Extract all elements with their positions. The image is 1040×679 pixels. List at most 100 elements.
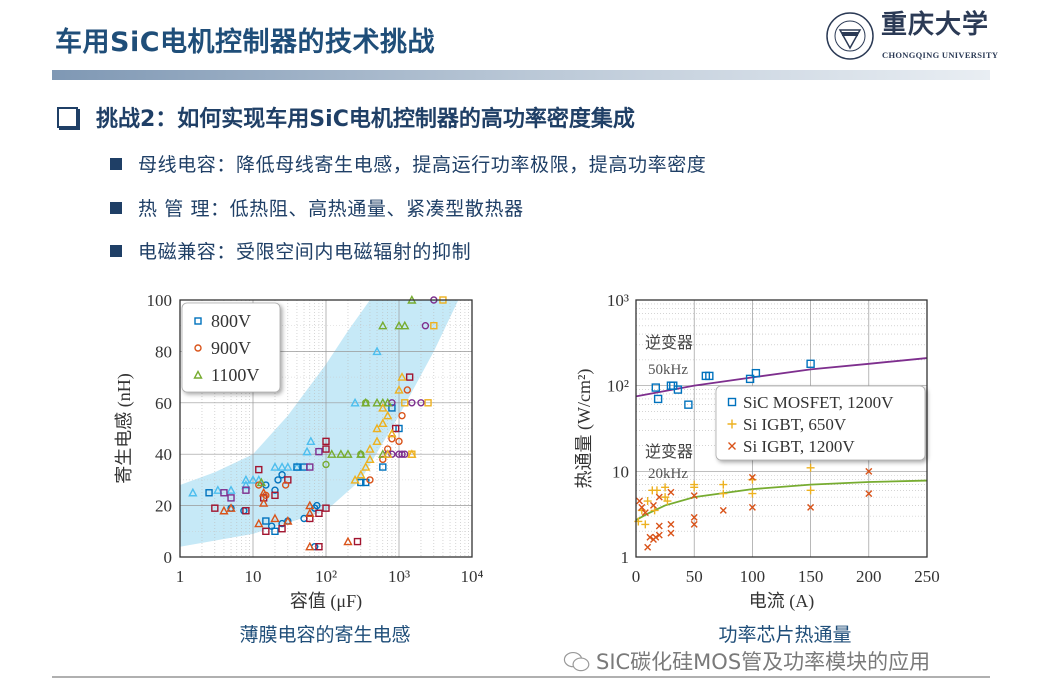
- data-point-triangle: [254, 518, 264, 528]
- data-point-square: [705, 371, 714, 381]
- data-point-circle: [274, 476, 282, 484]
- x-axis-label: 容值 (μF): [290, 591, 362, 612]
- plot-frame: [635, 299, 928, 558]
- y-axis-label: 寄生电感 (nH): [114, 373, 135, 484]
- data-point-circle: [194, 344, 202, 352]
- x-tick-label: 10²: [315, 567, 337, 586]
- data-point-circle: [408, 399, 416, 407]
- data-point-square: [227, 494, 235, 502]
- watermark-text: SIC碳化硅MOS管及功率模块的应用: [596, 650, 931, 674]
- data-point-circle: [398, 411, 406, 420]
- data-point-triangle: [305, 541, 315, 551]
- data-point-square: [306, 463, 314, 471]
- right-chart-caption: 功率芯片热通量: [718, 624, 852, 646]
- watermark: SIC碳化硅MOS管及功率模块的应用: [562, 650, 930, 674]
- data-point-square: [271, 491, 279, 500]
- data-point-circle: [398, 450, 406, 458]
- data-point-cross: [807, 503, 815, 511]
- data-point-triangle: [270, 513, 280, 523]
- logo-name-en: CHONGQING UNIVERSITY: [882, 50, 999, 60]
- square-bullet-icon: [110, 157, 122, 170]
- x-tick-label: 100: [740, 567, 766, 586]
- data-point-square: [315, 447, 323, 456]
- data-point-plus: [641, 520, 650, 529]
- x-tick-label: 10³: [388, 567, 410, 586]
- annotation-frequency: 20kHz: [648, 466, 688, 482]
- y-tick-label: 20: [155, 497, 172, 516]
- data-point-triangle: [226, 485, 236, 494]
- wechat-icon: [563, 651, 590, 672]
- data-point-triangle: [241, 480, 251, 489]
- x-tick-label: 200: [856, 567, 882, 586]
- y-tick-label: 10²: [607, 377, 629, 396]
- data-point-circle: [401, 450, 409, 458]
- legend-label: Si IGBT, 650V: [743, 415, 847, 434]
- chart-legend: 800V 900V 1100V: [181, 302, 281, 393]
- data-point-triangle: [378, 418, 388, 428]
- data-point-square: [653, 394, 663, 404]
- y-tick-label: 40: [155, 445, 172, 464]
- data-point-cross: [638, 503, 646, 511]
- x-tick-label: 250: [914, 567, 940, 586]
- y-tick-label: 60: [155, 394, 172, 413]
- data-point-square: [205, 489, 213, 497]
- data-point-plus: [719, 480, 728, 489]
- university-logo: 重庆大学 CHONGQING UNIVERSITY: [826, 6, 999, 64]
- data-point-circle: [417, 399, 425, 407]
- data-point-plus: [650, 506, 659, 515]
- slide-title: 车用SiC电机控制器的技术挑战: [55, 27, 436, 58]
- data-point-triangle: [372, 436, 382, 446]
- footer-divider: [52, 676, 990, 678]
- data-point-plus: [806, 463, 815, 472]
- legend-box: [715, 385, 926, 461]
- data-point-triangle: [400, 320, 410, 330]
- data-point-square: [806, 359, 815, 368]
- data-point-square: [315, 543, 323, 551]
- data-point-triangle: [219, 505, 229, 515]
- bullet-text: 母线电容：降低母线寄生电感，提高运行功率极限，提高功率密度: [138, 154, 707, 176]
- data-point-circle: [281, 481, 290, 489]
- data-point-triangle: [305, 508, 315, 518]
- chart-legend: SiC MOSFET, 1200V Si IGBT, 650V Si IGBT, 1…: [715, 385, 926, 461]
- y-tick-label: 80: [155, 342, 172, 361]
- data-point-circle: [395, 437, 403, 446]
- data-point-cross: [667, 488, 675, 496]
- data-point-cross: [655, 522, 663, 530]
- data-point-square: [322, 445, 330, 453]
- legend-label: 800V: [211, 311, 251, 331]
- data-point-circle: [362, 399, 370, 407]
- data-point-square: [242, 486, 250, 494]
- data-point-triangle: [327, 449, 337, 458]
- x-tick-label: 50: [686, 567, 703, 586]
- data-point-square: [315, 509, 323, 518]
- data-point-cross: [748, 473, 756, 481]
- data-point-cross: [728, 442, 736, 450]
- data-point-triangle: [302, 446, 312, 456]
- data-point-cross: [652, 533, 660, 541]
- data-point-triangle: [356, 469, 366, 479]
- data-point-square: [306, 514, 314, 523]
- fit-curve: [635, 357, 928, 398]
- heat-flux-chart: 逆变器 50kHz 逆变器 20kHz 0 50 100 150 200 250 1 10 10² 10³…: [574, 291, 940, 612]
- legend-label: 1100V: [211, 365, 259, 385]
- data-point-cross: [667, 520, 675, 528]
- data-point-triangle: [277, 462, 287, 471]
- y-tick-label: 100: [147, 291, 173, 310]
- data-point-cross: [641, 509, 649, 517]
- data-point-triangle: [248, 474, 258, 484]
- data-point-triangle: [188, 487, 198, 497]
- title-divider-bar: [52, 70, 990, 80]
- data-point-cross: [644, 543, 652, 551]
- data-point-circle: [357, 450, 365, 458]
- data-point-plus: [748, 489, 757, 498]
- data-point-cross: [655, 531, 663, 539]
- data-point-square: [727, 397, 737, 407]
- x-tick-label: 150: [798, 567, 824, 586]
- legend-label: Si IGBT, 1200V: [743, 437, 855, 456]
- data-point-square: [745, 374, 755, 384]
- y-tick-label: 10: [612, 462, 629, 481]
- data-point-circle: [267, 522, 276, 530]
- data-point-circle: [421, 322, 430, 330]
- x-tick-label: 10: [245, 567, 262, 586]
- data-point-circle: [271, 486, 279, 494]
